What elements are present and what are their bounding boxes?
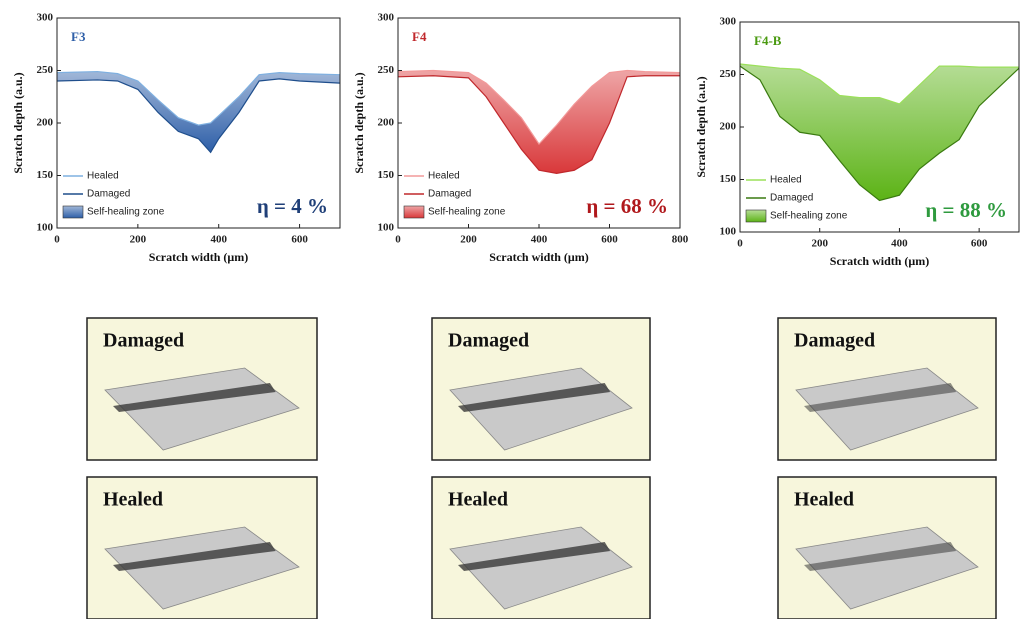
legend-label: Damaged	[87, 189, 130, 200]
y-tick-label: 200	[37, 117, 54, 129]
y-tick-label: 300	[37, 12, 54, 24]
self-healing-zone	[57, 72, 340, 153]
figure: 100 150 200 250 300 0 200 400 600 Scratch width (…	[0, 0, 1021, 619]
y-tick-label: 250	[720, 68, 737, 80]
legend-label: Self-healing zone	[428, 207, 506, 218]
legend-label: Damaged	[428, 189, 471, 200]
y-tick-label: 100	[378, 222, 395, 234]
y-tick-label: 300	[378, 12, 395, 24]
legend-label: Healed	[87, 171, 119, 182]
legend-label: Self-healing zone	[770, 211, 848, 222]
x-axis-label: Scratch width (μm)	[830, 254, 929, 268]
y-axis-label: Scratch depth (a.u.)	[694, 76, 708, 177]
y-tick-label: 300	[720, 16, 737, 28]
legend-label: Damaged	[770, 193, 813, 204]
y-axis-label: Scratch depth (a.u.)	[352, 72, 366, 173]
x-tick-label: 200	[811, 238, 828, 250]
y-tick-label: 200	[378, 117, 395, 129]
panel-label: Damaged	[103, 330, 184, 352]
self-healing-zone	[398, 71, 680, 174]
y-axis-label: Scratch depth (a.u.)	[11, 72, 25, 173]
y-tick-label: 150	[720, 173, 737, 185]
y-tick-label: 200	[720, 121, 737, 133]
x-tick-label: 0	[395, 234, 401, 246]
panel-label: Healed	[448, 489, 508, 511]
x-tick-label: 600	[291, 234, 308, 246]
x-tick-label: 600	[971, 238, 988, 250]
legend-label: Healed	[428, 171, 460, 182]
x-tick-label: 0	[737, 238, 743, 250]
panel-label: Healed	[794, 489, 854, 511]
x-tick-label: 400	[891, 238, 908, 250]
profile-line	[398, 71, 680, 145]
x-tick-label: 200	[460, 234, 477, 246]
chart-title: F4-B	[754, 33, 782, 48]
x-tick-label: 400	[210, 234, 227, 246]
legend-swatch	[746, 210, 766, 222]
legend-label: Self-healing zone	[87, 207, 165, 218]
x-tick-label: 400	[531, 234, 548, 246]
annotation: η = 88 %	[925, 198, 1007, 222]
x-axis-label: Scratch width (μm)	[489, 250, 588, 264]
x-axis-label: Scratch width (μm)	[149, 250, 248, 264]
panel-label: Healed	[103, 489, 163, 511]
annotation: η = 68 %	[586, 194, 668, 218]
x-tick-label: 600	[601, 234, 618, 246]
y-tick-label: 100	[37, 222, 54, 234]
y-tick-label: 250	[378, 64, 395, 76]
y-tick-label: 150	[378, 169, 395, 181]
chart-title: F3	[71, 29, 86, 44]
y-tick-label: 150	[37, 169, 54, 181]
profile-line	[57, 79, 340, 152]
x-tick-label: 800	[672, 234, 689, 246]
chart-title: F4	[412, 29, 427, 44]
y-tick-label: 250	[37, 64, 54, 76]
x-tick-label: 200	[130, 234, 147, 246]
legend-label: Healed	[770, 175, 802, 186]
legend-swatch	[404, 206, 424, 218]
panel-label: Damaged	[448, 330, 529, 352]
panel-label: Damaged	[794, 330, 875, 352]
y-tick-label: 100	[720, 226, 737, 238]
x-tick-label: 0	[54, 234, 60, 246]
annotation: η = 4 %	[257, 194, 328, 218]
legend-swatch	[63, 206, 83, 218]
